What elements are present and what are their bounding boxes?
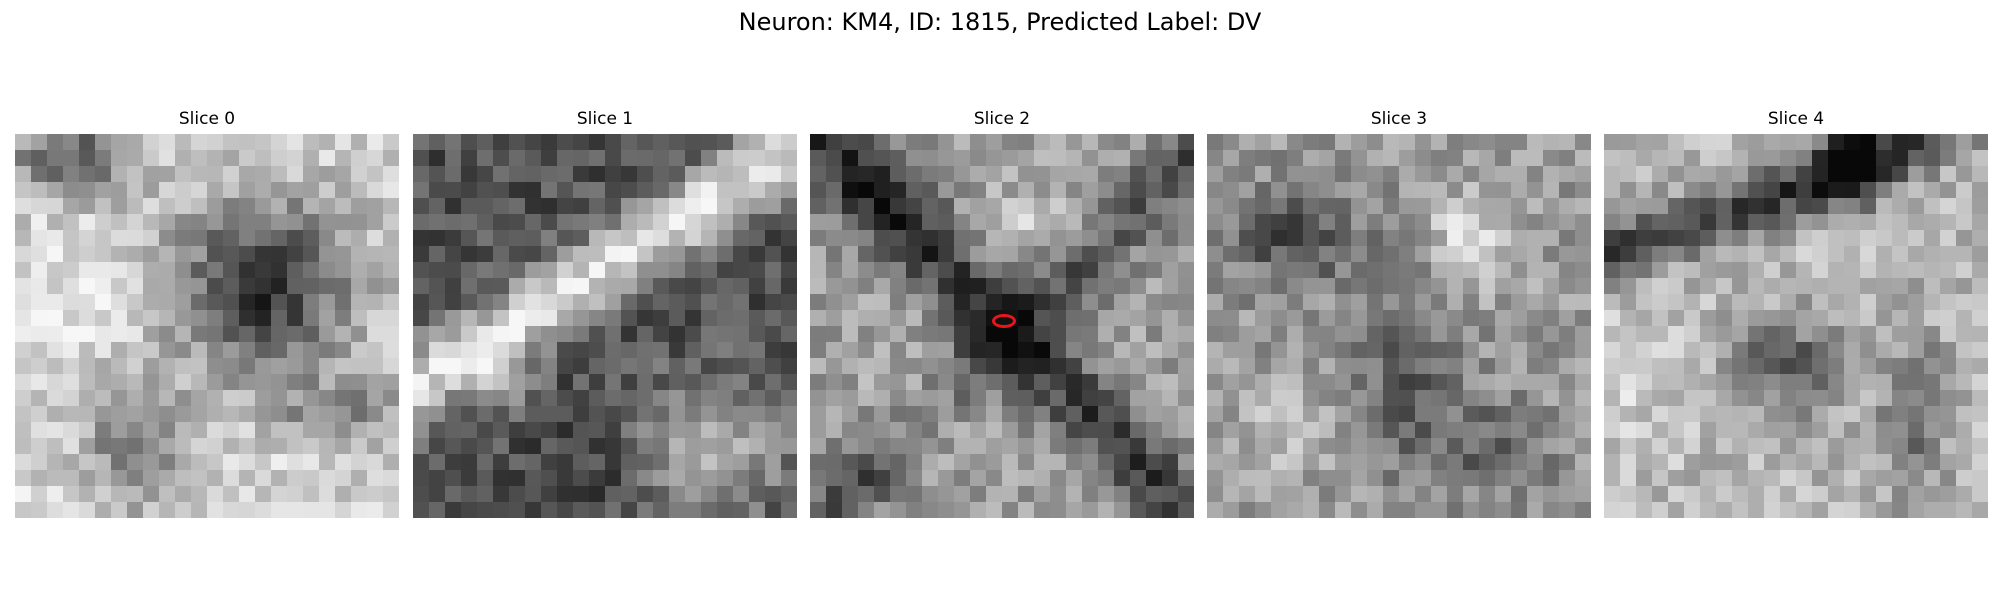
slice-image-2 xyxy=(810,134,1194,518)
slice-image-4 xyxy=(1604,134,1988,518)
slice-image-0 xyxy=(15,134,399,518)
slice-title: Slice 4 xyxy=(1767,109,1825,129)
figure-title: Neuron: KM4, ID: 1815, Predicted Label: … xyxy=(738,8,1262,36)
slice-panel-0: Slice 0 xyxy=(15,108,399,518)
slice-panel-2: Slice 2 xyxy=(810,108,1194,518)
slice-title: Slice 2 xyxy=(973,109,1031,129)
slice-panel-1: Slice 1 xyxy=(413,108,797,518)
target-marker xyxy=(992,314,1016,328)
slice-title: Slice 3 xyxy=(1370,109,1428,129)
slice-panel-3: Slice 3 xyxy=(1207,108,1591,518)
slice-image-1 xyxy=(413,134,797,518)
slice-title: Slice 0 xyxy=(178,109,236,129)
slice-panel-4: Slice 4 xyxy=(1604,108,1988,518)
slice-image-3 xyxy=(1207,134,1591,518)
slice-title: Slice 1 xyxy=(576,109,634,129)
